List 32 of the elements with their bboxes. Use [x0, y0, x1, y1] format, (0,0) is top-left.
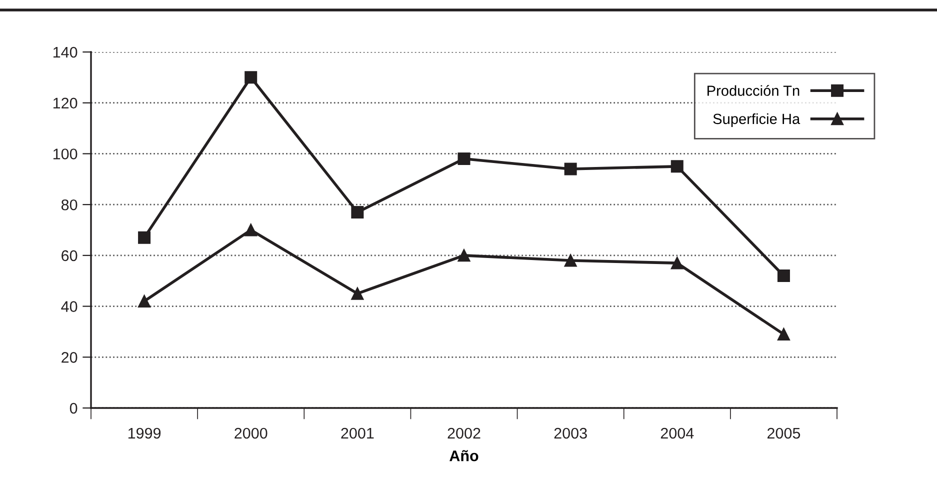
point — [777, 270, 790, 282]
legend-label: Producción Tn — [708, 85, 800, 96]
y-tick-label: 0 — [70, 402, 78, 414]
point — [777, 328, 790, 341]
point — [351, 287, 364, 300]
point — [564, 162, 577, 176]
y-tick-label: 40 — [61, 301, 78, 312]
point — [138, 231, 151, 244]
legend-label: Superficie Ha — [713, 113, 800, 127]
point — [458, 152, 470, 166]
point — [564, 254, 577, 267]
x-axis-title: Año — [450, 450, 478, 462]
y-tick-label: 80 — [61, 199, 78, 210]
point — [670, 160, 684, 173]
point — [670, 256, 684, 270]
point — [244, 224, 258, 236]
y-tick-label: 60 — [62, 250, 78, 262]
point — [351, 206, 364, 218]
x-tick-label: 2005 — [767, 428, 800, 439]
x-tick-label: 1999 — [128, 428, 161, 439]
x-tick-label: 2000 — [234, 428, 268, 439]
point — [244, 71, 258, 84]
y-tick-label: 140 — [53, 46, 78, 58]
x-tick-label: 2003 — [554, 428, 587, 439]
x-tick-label: 2001 — [341, 428, 374, 439]
x-tick-label: 2002 — [448, 428, 480, 439]
x-tick-label: 2004 — [660, 428, 694, 439]
y-tick-label: 120 — [53, 98, 78, 109]
point — [458, 249, 470, 262]
y-tick-label: 20 — [62, 352, 78, 363]
y-tick-label: 100 — [53, 148, 78, 160]
point — [138, 294, 151, 308]
